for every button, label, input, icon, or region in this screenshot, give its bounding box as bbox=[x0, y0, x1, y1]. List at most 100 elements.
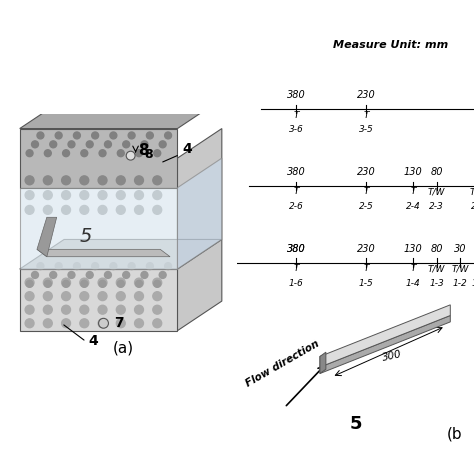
Circle shape bbox=[153, 278, 162, 287]
Circle shape bbox=[80, 278, 89, 287]
Circle shape bbox=[141, 272, 148, 278]
Circle shape bbox=[126, 151, 135, 160]
Circle shape bbox=[98, 305, 107, 314]
Text: 2-5: 2-5 bbox=[359, 202, 374, 211]
Circle shape bbox=[116, 191, 125, 200]
Circle shape bbox=[44, 319, 52, 328]
Circle shape bbox=[44, 191, 52, 200]
Text: 8: 8 bbox=[138, 143, 149, 158]
Text: 380: 380 bbox=[287, 244, 306, 254]
Text: T: T bbox=[293, 110, 299, 119]
Text: T: T bbox=[364, 187, 369, 196]
Circle shape bbox=[50, 141, 57, 148]
Circle shape bbox=[62, 176, 71, 185]
Circle shape bbox=[99, 281, 106, 287]
Circle shape bbox=[98, 278, 107, 287]
Text: T/W: T/W bbox=[428, 187, 445, 196]
Circle shape bbox=[128, 132, 135, 139]
Circle shape bbox=[136, 281, 143, 287]
Text: 130: 130 bbox=[404, 167, 422, 177]
Text: 4: 4 bbox=[182, 142, 192, 156]
Circle shape bbox=[68, 141, 75, 148]
Circle shape bbox=[153, 191, 162, 200]
Circle shape bbox=[135, 292, 144, 301]
Text: 3-5: 3-5 bbox=[359, 126, 374, 135]
Circle shape bbox=[62, 305, 71, 314]
Text: T/W: T/W bbox=[451, 264, 469, 273]
Text: 7: 7 bbox=[115, 316, 124, 330]
Text: 380: 380 bbox=[287, 244, 306, 254]
Text: 130: 130 bbox=[404, 244, 422, 254]
Circle shape bbox=[98, 292, 107, 301]
Circle shape bbox=[135, 305, 144, 314]
Text: T: T bbox=[364, 264, 369, 273]
Circle shape bbox=[154, 150, 161, 156]
Circle shape bbox=[135, 191, 144, 200]
Text: 2-2: 2-2 bbox=[471, 202, 474, 211]
Circle shape bbox=[91, 263, 99, 270]
Circle shape bbox=[25, 176, 34, 185]
Circle shape bbox=[164, 263, 172, 270]
Circle shape bbox=[98, 191, 107, 200]
Circle shape bbox=[159, 272, 166, 278]
Circle shape bbox=[37, 263, 44, 270]
Polygon shape bbox=[177, 128, 222, 331]
Circle shape bbox=[63, 281, 70, 287]
Circle shape bbox=[153, 176, 162, 185]
Text: 380: 380 bbox=[287, 91, 306, 100]
Circle shape bbox=[104, 272, 111, 278]
Text: 4: 4 bbox=[89, 335, 99, 348]
Circle shape bbox=[146, 132, 153, 139]
Text: 1-3: 1-3 bbox=[429, 279, 444, 288]
Circle shape bbox=[80, 191, 89, 200]
Circle shape bbox=[37, 132, 44, 139]
Circle shape bbox=[62, 191, 71, 200]
Text: 380: 380 bbox=[287, 167, 306, 177]
Text: 300: 300 bbox=[382, 348, 403, 363]
Text: 30: 30 bbox=[454, 244, 466, 254]
Circle shape bbox=[62, 205, 71, 214]
Polygon shape bbox=[177, 158, 222, 269]
Circle shape bbox=[25, 305, 34, 314]
Circle shape bbox=[44, 176, 52, 185]
Circle shape bbox=[44, 292, 52, 301]
Circle shape bbox=[116, 319, 125, 328]
Circle shape bbox=[123, 141, 130, 148]
Polygon shape bbox=[20, 239, 222, 269]
Circle shape bbox=[25, 191, 34, 200]
Circle shape bbox=[104, 141, 111, 148]
Polygon shape bbox=[20, 99, 222, 128]
Circle shape bbox=[146, 263, 153, 270]
Polygon shape bbox=[320, 305, 450, 367]
Circle shape bbox=[55, 263, 62, 270]
Text: 230: 230 bbox=[357, 91, 376, 100]
Circle shape bbox=[135, 319, 144, 328]
Circle shape bbox=[123, 272, 130, 278]
Circle shape bbox=[116, 205, 125, 214]
Text: T: T bbox=[293, 264, 299, 273]
Circle shape bbox=[99, 319, 109, 328]
Text: T: T bbox=[410, 264, 416, 273]
Circle shape bbox=[153, 305, 162, 314]
Text: 5: 5 bbox=[349, 415, 362, 433]
Circle shape bbox=[154, 281, 161, 287]
Circle shape bbox=[44, 278, 52, 287]
Circle shape bbox=[153, 205, 162, 214]
Circle shape bbox=[80, 292, 89, 301]
Polygon shape bbox=[320, 352, 326, 374]
Circle shape bbox=[135, 205, 144, 214]
Text: 1-2: 1-2 bbox=[453, 279, 467, 288]
Circle shape bbox=[110, 263, 117, 270]
Circle shape bbox=[118, 281, 124, 287]
Circle shape bbox=[45, 150, 51, 156]
Circle shape bbox=[50, 272, 57, 278]
Text: 8: 8 bbox=[144, 147, 153, 161]
Circle shape bbox=[44, 205, 52, 214]
Text: 1-1: 1-1 bbox=[471, 279, 474, 288]
Circle shape bbox=[26, 281, 33, 287]
Circle shape bbox=[80, 176, 89, 185]
Circle shape bbox=[73, 132, 81, 139]
Polygon shape bbox=[320, 316, 450, 374]
Circle shape bbox=[98, 319, 107, 328]
Polygon shape bbox=[37, 249, 170, 257]
